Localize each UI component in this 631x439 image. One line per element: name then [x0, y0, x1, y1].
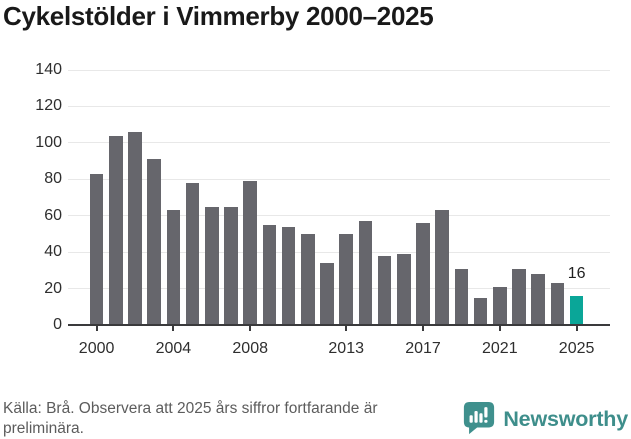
bar-2002 — [128, 131, 142, 325]
newsworthy-logo-link[interactable]: Newsworthy — [462, 400, 628, 437]
bar-2006 — [205, 206, 219, 325]
newsworthy-brand-text: Newsworthy — [503, 406, 628, 431]
bar-2013 — [339, 233, 353, 325]
gridline-y80 — [68, 178, 610, 180]
bar-2007 — [224, 206, 238, 325]
bar-2014 — [358, 221, 373, 325]
y-axis-label-0: 0 — [53, 316, 62, 333]
x-axis-tick-2008 — [249, 326, 252, 331]
x-axis-tick-2000 — [95, 326, 98, 331]
gridline-y40 — [68, 251, 610, 253]
bar-2005 — [185, 182, 200, 325]
y-axis-label-80: 80 — [44, 170, 62, 188]
gridline-y60 — [68, 215, 610, 217]
gridline-y20 — [68, 288, 610, 290]
bar-2003 — [147, 159, 161, 325]
source-note: Källa: Brå. Observera att 2025 års siffr… — [3, 400, 378, 437]
bar-2008 — [243, 181, 257, 325]
x-axis-label-2025: 2025 — [558, 340, 595, 357]
y-axis-label-40: 40 — [44, 243, 62, 261]
y-axis-label-20: 20 — [44, 279, 62, 297]
bar-2004 — [166, 210, 181, 325]
x-axis-label-2013: 2013 — [328, 340, 364, 357]
bar-2018 — [435, 210, 449, 325]
bar-2015 — [377, 255, 392, 325]
bar-2023 — [531, 274, 545, 325]
x-axis-label-2000: 2000 — [78, 340, 115, 357]
gridline-y140 — [68, 69, 610, 71]
bar-2022 — [512, 268, 526, 325]
x-axis-label-2017: 2017 — [405, 340, 441, 357]
y-axis-label-120: 120 — [35, 97, 62, 115]
x-axis-label-2008: 2008 — [232, 340, 268, 357]
bar-2016 — [397, 253, 411, 325]
bar-2000 — [89, 173, 104, 325]
chart-title: Cykelstölder i Vimmerby 2000–2025 — [3, 1, 434, 31]
gridline-y100 — [68, 142, 610, 144]
y-axis-label-140: 140 — [35, 61, 62, 78]
x-axis-line — [68, 324, 610, 326]
y-axis-label-60: 60 — [44, 206, 62, 224]
bar-2009 — [262, 224, 277, 325]
x-axis-tick-2021 — [498, 326, 501, 331]
bar-2010 — [281, 226, 296, 325]
x-axis-label-2004: 2004 — [155, 340, 192, 357]
bar-2012 — [320, 263, 334, 325]
x-axis-tick-2025 — [575, 326, 578, 331]
x-axis-tick-2004 — [172, 326, 175, 331]
x-axis-tick-2017 — [422, 326, 424, 331]
bar-2021 — [493, 286, 507, 325]
bar-2024 — [550, 283, 565, 325]
bar-2025 — [569, 295, 584, 325]
bar-2017 — [416, 223, 430, 325]
bar-2001 — [109, 135, 123, 325]
x-axis-tick-2013 — [345, 326, 348, 331]
bar-2019 — [454, 268, 469, 325]
y-axis-label-100: 100 — [35, 133, 62, 151]
x-axis-label-2021: 2021 — [482, 340, 518, 357]
newsworthy-bubble-chart-icon — [462, 400, 496, 437]
gridline-y120 — [68, 105, 610, 107]
bar-2011 — [301, 233, 315, 325]
bar-2020 — [473, 297, 488, 325]
highlight-value-label: 16 — [567, 265, 586, 282]
